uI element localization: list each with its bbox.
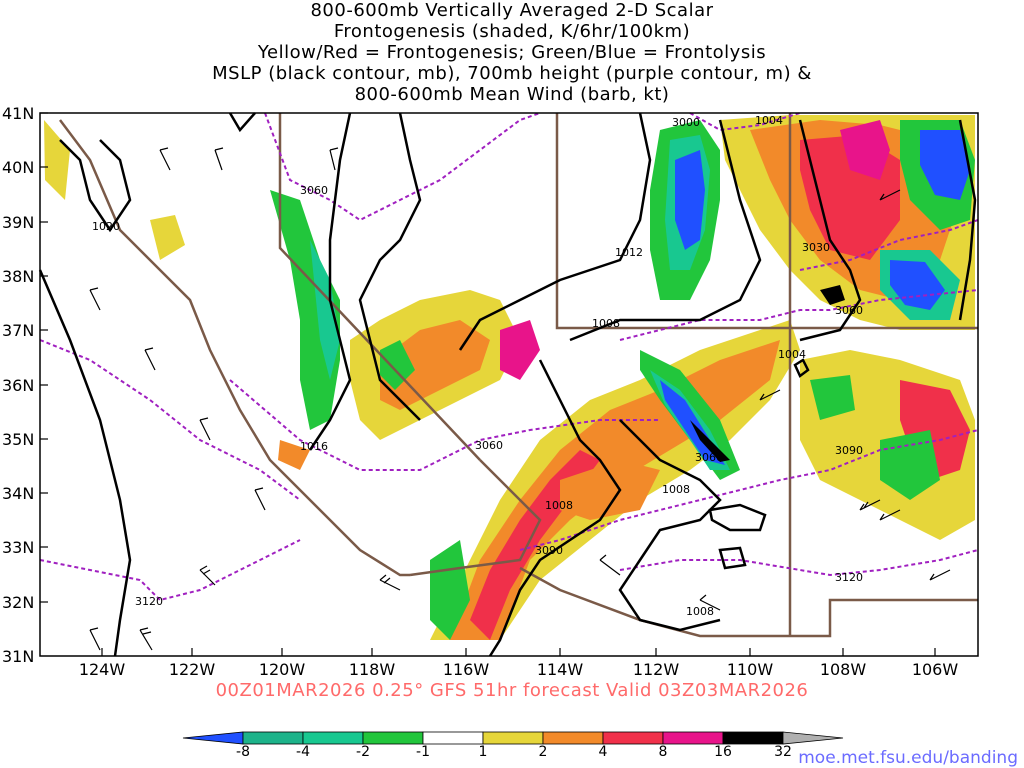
colorbar-label: -8 bbox=[236, 744, 250, 760]
colorbar-label: 16 bbox=[714, 744, 732, 760]
title-line-5: 800-600mb Mean Wind (barb, kt) bbox=[354, 84, 670, 105]
title-line-2: Frontogenesis (shaded, K/6hr/100km) bbox=[333, 21, 691, 42]
contour-label: 3090 bbox=[835, 444, 863, 457]
colorbar-label: 8 bbox=[658, 744, 668, 760]
lon-label: 124W bbox=[78, 660, 126, 679]
colorbar-label: -1 bbox=[416, 744, 430, 760]
contour-label: 3060 bbox=[300, 184, 328, 197]
colorbar-segment bbox=[602, 731, 664, 745]
lat-label: 37N bbox=[2, 321, 35, 340]
lat-label: 33N bbox=[2, 538, 35, 557]
colorbar-label: 4 bbox=[598, 744, 608, 760]
title-line-3: Yellow/Red = Frontogenesis; Green/Blue =… bbox=[257, 42, 767, 63]
contour-label: 1016 bbox=[300, 440, 328, 453]
lon-label: 118W bbox=[348, 660, 396, 679]
colorbar-segment bbox=[482, 731, 544, 745]
contour-label: 3090 bbox=[535, 544, 563, 557]
lat-label: 31N bbox=[2, 647, 35, 666]
lat-label: 41N bbox=[2, 104, 35, 123]
contour-label: 1004 bbox=[755, 114, 783, 127]
contour-label: 1008 bbox=[686, 605, 714, 618]
contour-label: 3030 bbox=[802, 241, 830, 254]
contour-label: 3120 bbox=[835, 571, 863, 584]
colorbar-segment bbox=[782, 731, 844, 745]
colorbar-segment bbox=[302, 731, 364, 745]
colorbar-segment bbox=[362, 731, 424, 745]
state-borders bbox=[59, 113, 978, 638]
lat-label: 39N bbox=[2, 213, 35, 232]
contour-label: 3000 bbox=[672, 116, 700, 129]
wind-barbs bbox=[89, 147, 951, 651]
contour-label: 3060 bbox=[835, 304, 863, 317]
title-line-4: MSLP (black contour, mb), 700mb height (… bbox=[212, 63, 812, 84]
colorbar-label: 2 bbox=[538, 744, 548, 760]
colorbar-segment bbox=[722, 731, 784, 745]
colorbar-label: 1 bbox=[478, 744, 488, 760]
contour-label: 3060 bbox=[475, 439, 503, 452]
contour-label: 1004 bbox=[778, 348, 806, 361]
lon-label: 116W bbox=[442, 660, 490, 679]
contour-label: 1008 bbox=[662, 483, 690, 496]
colorbar-segment bbox=[422, 731, 484, 745]
contour-label: 3060 bbox=[695, 451, 723, 464]
lon-label: 112W bbox=[632, 660, 680, 679]
lon-label: 114W bbox=[536, 660, 584, 679]
lat-label: 38N bbox=[2, 267, 35, 286]
lat-label: 40N bbox=[2, 158, 35, 177]
axis-ticks bbox=[40, 112, 936, 656]
lat-label: 32N bbox=[2, 593, 35, 612]
colorbar-segment bbox=[182, 731, 244, 745]
credit-link[interactable]: moe.met.fsu.edu/banding bbox=[798, 748, 1018, 768]
colorbar-segment bbox=[242, 731, 304, 745]
colorbar bbox=[182, 731, 844, 745]
contour-label: 1012 bbox=[615, 246, 643, 259]
lat-label: 35N bbox=[2, 430, 35, 449]
lon-label: 110W bbox=[726, 660, 774, 679]
contour-label: 3120 bbox=[135, 595, 163, 608]
colorbar-label: -4 bbox=[296, 744, 310, 760]
colorbar-segment bbox=[662, 731, 724, 745]
lon-label: 122W bbox=[168, 660, 216, 679]
forecast-valid-line: 00Z01MAR2026 0.25° GFS 51hr forecast Val… bbox=[215, 680, 809, 701]
lon-label: 106W bbox=[911, 660, 959, 679]
height-contours bbox=[39, 112, 979, 602]
contour-label: 1020 bbox=[92, 220, 120, 233]
contour-label-group: 1020 1016 1012 1008 1008 1008 1008 1004 … bbox=[92, 114, 863, 618]
colorbar-label: -2 bbox=[356, 744, 370, 760]
contour-label: 1008 bbox=[545, 499, 573, 512]
frontogenesis-shading bbox=[44, 115, 975, 640]
contour-label: 1008 bbox=[592, 317, 620, 330]
lon-label: 108W bbox=[819, 660, 867, 679]
title-line-1: 800-600mb Vertically Averaged 2-D Scalar bbox=[310, 0, 714, 21]
mslp-contours bbox=[38, 112, 977, 657]
map-title: 800-600mb Vertically Averaged 2-D Scalar… bbox=[0, 0, 1024, 105]
lon-label: 120W bbox=[258, 660, 306, 679]
colorbar-segment bbox=[542, 731, 604, 745]
colorbar-label: 32 bbox=[774, 744, 792, 760]
lat-label: 36N bbox=[2, 376, 35, 395]
lat-label: 34N bbox=[2, 484, 35, 503]
